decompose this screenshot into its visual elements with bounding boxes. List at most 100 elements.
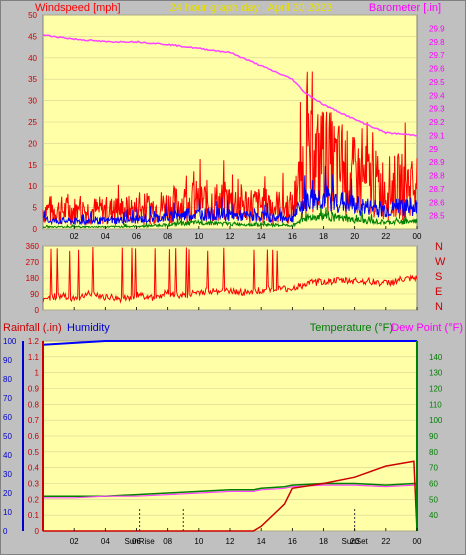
rain-tick-label: 0.3 [28,480,40,489]
hour-tick-label: 14 [257,232,266,241]
barometer-tick-label: 29 [429,145,438,154]
hour-tick-label: 12 [226,232,235,241]
barometer-tick-label: 29.9 [429,24,445,33]
barometer-tick-label: 29.6 [429,65,445,74]
temperature-tick-label: 100 [429,416,443,425]
barometer-tick-label: 28.7 [429,185,445,194]
hour-tick-label: 10 [194,537,203,546]
direction-tick-label: 180 [26,274,40,283]
humidity-tick-label: 20 [3,489,12,498]
temperature-title: Temperature (°F) [310,322,393,334]
humidity-tick-label: 0 [3,527,8,536]
temperature-tick-label: 70 [429,464,438,473]
hour-tick-label: 04 [101,232,110,241]
windspeed-title: Windspeed [mph] [35,2,121,14]
barometer-tick-label: 28.8 [429,172,445,181]
hour-tick-label: 08 [163,537,172,546]
barometer-tick-label: 29.8 [429,38,445,47]
graph-title: 24 hour graph day : April 30 2023 [170,2,333,14]
sunrise-label: SunRise [124,537,155,546]
hour-tick-label: 00 [413,232,422,241]
temperature-tick-label: 50 [429,495,438,504]
wind-gust-series [42,71,418,226]
humidity-tick-label: 80 [3,375,12,384]
wind-tick-label: 50 [28,11,37,20]
humidity-tick-label: 60 [3,413,12,422]
temperature-tick-label: 60 [429,480,438,489]
direction-tick-label: 0 [35,306,40,315]
rainfall-series [43,460,418,532]
wind-tick-label: 10 [28,182,37,191]
barometer-tick-label: 28.9 [429,158,445,167]
direction-tick-label: 90 [30,290,39,299]
rainfall-title: Rainfall (.in) [3,322,62,334]
barometer-tick-label: 29.7 [429,51,445,60]
humidity-tick-label: 90 [3,356,12,365]
barometer-tick-label: 28.5 [429,212,445,221]
barometer-title: Barometer [.in] [369,2,441,14]
hour-tick-label: 18 [319,537,328,546]
hour-tick-label: 06 [132,537,141,546]
rain-tick-label: 0.8 [28,400,40,409]
temperature-tick-label: 90 [429,432,438,441]
direction-tick-label: 360 [26,242,40,251]
rain-tick-label: 1.2 [28,337,40,346]
humidity-tick-label: 40 [3,451,12,460]
wind-tick-label: 5 [33,204,38,213]
hour-tick-label: 08 [163,232,172,241]
rain-tick-label: 1.1 [28,353,40,362]
humidity-tick-label: 70 [3,394,12,403]
temperature-tick-label: 110 [429,400,442,409]
compass-n-bottom: N [435,301,443,313]
wind-tick-label: 35 [28,75,37,84]
hour-tick-label: 02 [70,232,79,241]
rain-tick-label: 0.2 [28,495,40,504]
humidity-title: Humidity [67,322,110,334]
rain-tick-label: 0.6 [28,432,40,441]
humidity-tick-label: 30 [3,470,12,479]
hour-tick-label: 04 [101,537,110,546]
rain-tick-label: 0.7 [28,416,40,425]
data-series [42,34,418,532]
barometer-tick-label: 28.6 [429,198,445,207]
compass-e: E [435,286,442,298]
hour-tick-label: 16 [288,537,297,546]
hour-tick-label: 20 [350,232,359,241]
hour-tick-label: 06 [132,232,141,241]
hour-tick-label: 20 [350,537,359,546]
wind-tick-label: 25 [28,118,37,127]
hour-tick-label: 18 [319,232,328,241]
barometer-tick-label: 29.4 [429,91,445,100]
compass-w: W [435,256,446,268]
hour-tick-label: 12 [226,537,235,546]
wind-tick-label: 45 [28,32,37,41]
hour-tick-label: 22 [381,232,390,241]
wind-tick-label: 40 [28,54,37,63]
dewpoint-series [43,484,417,499]
wind-direction-series [42,246,418,304]
temperature-tick-label: 40 [429,511,438,520]
compass-n-top: N [435,241,443,253]
wind-tick-label: 30 [28,97,37,106]
sunset-label: SunSet [342,537,369,546]
axis-ticks: 0 5 10 15 20 25 30 35 40 45 50 28.5 28.6 28.7 28.8 28.9… [3,11,445,546]
rain-tick-label: 0.4 [28,464,40,473]
temperature-series [43,482,417,497]
humidity-series [42,340,417,346]
hour-tick-label: 14 [257,537,266,546]
barometer-tick-label: 29.1 [429,131,445,140]
barometer-tick-label: 29.2 [429,118,445,127]
temperature-tick-label: 80 [429,448,438,457]
wind-tick-label: 0 [33,225,38,234]
direction-tick-label: 270 [26,258,40,267]
rain-tick-label: 0.1 [28,511,40,520]
rain-tick-label: 0.5 [28,448,40,457]
hour-tick-label: 02 [70,537,79,546]
barometer-series [42,34,418,137]
temperature-tick-label: 140 [429,353,443,362]
compass-s: S [435,271,442,283]
temperature-tick-label: 120 [429,385,443,394]
wind-tick-label: 15 [28,161,37,170]
